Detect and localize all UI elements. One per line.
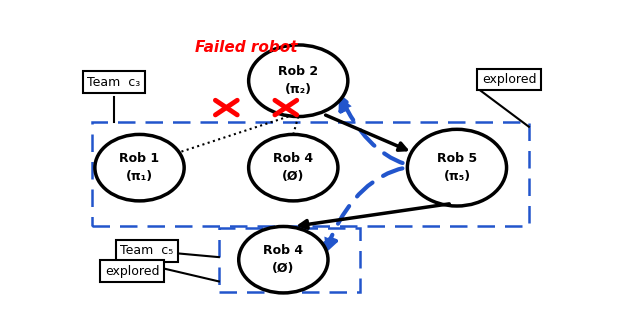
Text: Rob 4
(Ø): Rob 4 (Ø) xyxy=(263,244,303,275)
Bar xyxy=(219,228,360,291)
Ellipse shape xyxy=(239,226,328,293)
Text: Rob 2
(π₂): Rob 2 (π₂) xyxy=(278,65,318,96)
Text: explored: explored xyxy=(482,73,536,86)
FancyArrowPatch shape xyxy=(340,98,499,168)
Text: explored: explored xyxy=(105,265,159,278)
Ellipse shape xyxy=(95,134,184,201)
Text: Rob 5
(π₅): Rob 5 (π₅) xyxy=(437,152,477,183)
Text: Team  c₃: Team c₃ xyxy=(87,75,140,89)
Text: Team  c₅: Team c₅ xyxy=(120,244,173,257)
Ellipse shape xyxy=(248,134,338,201)
Bar xyxy=(92,122,529,226)
FancyArrowPatch shape xyxy=(324,165,499,250)
Text: Rob 4
(Ø): Rob 4 (Ø) xyxy=(273,152,314,183)
Ellipse shape xyxy=(407,129,507,206)
Text: Rob 1
(π₁): Rob 1 (π₁) xyxy=(120,152,159,183)
Ellipse shape xyxy=(249,45,348,117)
Text: Failed robot: Failed robot xyxy=(195,40,298,55)
